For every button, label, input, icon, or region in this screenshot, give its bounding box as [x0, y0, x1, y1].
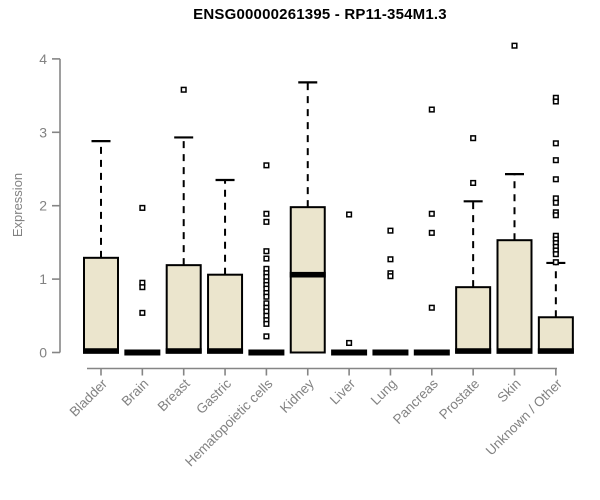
outlier-point — [552, 199, 559, 206]
collapsed-box — [372, 349, 409, 356]
median-line — [165, 348, 202, 354]
y-tick-label: 4 — [39, 51, 47, 67]
collapsed-box — [248, 349, 285, 356]
box — [83, 256, 119, 354]
outlier-point — [263, 320, 270, 327]
outlier-point — [470, 135, 477, 142]
outlier-point — [552, 140, 559, 147]
y-tick-label: 2 — [39, 198, 47, 214]
x-category-label: Pancreas — [390, 376, 441, 427]
outlier-point — [552, 251, 559, 258]
box — [165, 264, 202, 354]
x-category-label: Lung — [368, 376, 400, 408]
outlier-point — [387, 273, 394, 280]
outlier-point — [263, 210, 270, 217]
y-tick-label: 0 — [39, 345, 47, 361]
outlier-point — [180, 86, 187, 93]
outlier-point — [428, 210, 435, 217]
median-line — [207, 348, 244, 354]
outlier-point — [552, 98, 559, 105]
collapsed-box — [331, 349, 368, 356]
median-line — [537, 348, 574, 354]
outlier-point — [387, 227, 394, 234]
outlier-point — [428, 304, 435, 311]
x-category-label: Kidney — [277, 376, 317, 416]
outlier-point — [139, 309, 146, 316]
outlier-point — [139, 204, 146, 211]
y-tick-label: 1 — [39, 271, 47, 287]
box — [207, 273, 244, 354]
y-tick-label: 3 — [39, 124, 47, 140]
collapsed-box — [124, 349, 161, 356]
median-line — [455, 348, 492, 354]
outlier-point — [387, 256, 394, 263]
outlier-point — [552, 176, 559, 183]
outlier-point — [346, 339, 353, 347]
chart-title: ENSG00000261395 - RP11-354M1.3 — [193, 6, 447, 23]
outlier-point — [428, 229, 435, 236]
outlier-point — [263, 333, 270, 340]
x-category-label: Breast — [155, 376, 193, 414]
box — [289, 206, 326, 354]
box — [496, 239, 533, 354]
outlier-point — [552, 212, 559, 219]
box — [537, 316, 574, 354]
x-category-label: Unknown / Other — [483, 376, 566, 459]
x-category-label: Skin — [494, 376, 523, 405]
collapsed-box — [413, 349, 450, 356]
x-category-label: Brain — [119, 376, 152, 409]
outlier-point — [470, 179, 477, 186]
x-category-label: Gastric — [193, 376, 234, 417]
outlier-point — [263, 248, 270, 255]
outlier-point — [511, 42, 518, 49]
x-category-label: Liver — [327, 376, 359, 408]
outlier-point — [139, 284, 146, 291]
median-line — [496, 348, 533, 354]
median-line — [83, 348, 119, 354]
x-category-label: Bladder — [67, 376, 111, 420]
x-category-label: Prostate — [436, 376, 482, 422]
outlier-point — [263, 162, 270, 169]
median-line — [289, 271, 326, 278]
box — [455, 286, 492, 354]
outlier-point — [263, 255, 270, 262]
outlier-point — [552, 157, 559, 164]
outlier-point — [263, 218, 270, 225]
outlier-point — [346, 211, 353, 218]
outlier-point — [263, 293, 270, 300]
outlier-point — [552, 259, 559, 266]
outlier-point — [428, 106, 435, 113]
